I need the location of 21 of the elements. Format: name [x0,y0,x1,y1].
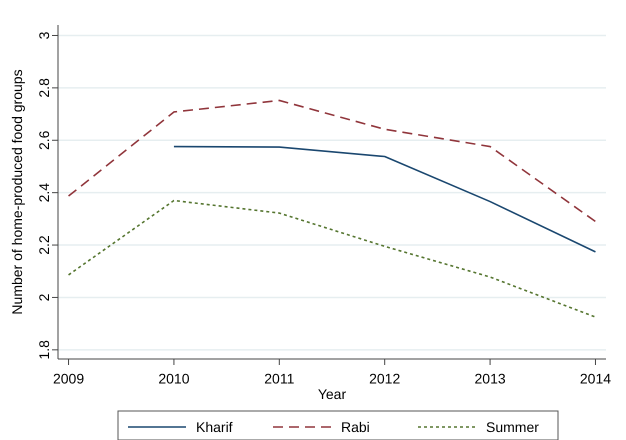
x-tick-label: 2012 [369,370,400,386]
y-axis-title: Number of home-produced food groups [9,69,25,315]
legend-label: Rabi [341,419,370,435]
y-tick-label: 2.8 [36,78,52,98]
line-series [68,200,596,318]
x-tick-label: 2010 [158,370,190,386]
legend-label: Kharif [196,419,233,435]
x-axis-title: Year [318,386,346,402]
y-tick-label: 2 [36,293,52,302]
line-series [173,146,596,253]
x-tick-label: 2014 [580,370,612,386]
y-tick-label: 2.4 [36,182,52,202]
y-tick-label: 3 [36,31,52,40]
legend-label: Summer [486,419,540,435]
y-tick-label: 2.2 [36,235,52,255]
x-tick-label: 2011 [264,370,295,386]
x-tick-label: 2013 [474,370,506,386]
line-series [68,100,596,222]
x-tick-label: 2009 [52,370,84,386]
y-tick-label: 2.6 [36,130,52,150]
y-tick-label: 1.8 [36,340,52,360]
